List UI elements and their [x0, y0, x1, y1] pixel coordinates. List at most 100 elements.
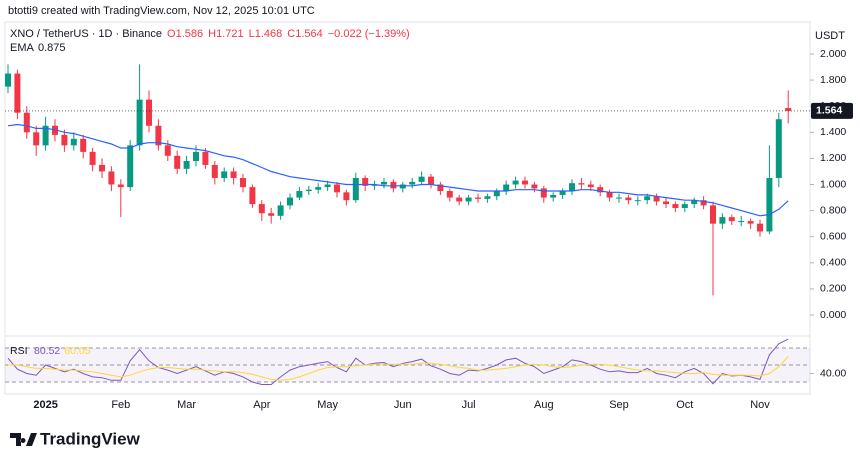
y-tick-label: 40.00: [820, 367, 846, 379]
brand-logo: [10, 433, 37, 446]
candle-body: [334, 184, 340, 193]
candle-body: [437, 184, 444, 192]
candle-body: [597, 187, 604, 193]
candle-body: [362, 177, 369, 186]
candle-body: [108, 171, 115, 185]
candle-body: [710, 205, 716, 224]
last-price-label: 1.564: [816, 105, 842, 117]
candle-body: [52, 125, 58, 135]
candle-body: [14, 73, 21, 113]
x-tick-label: Apr: [253, 399, 270, 411]
candle-body: [747, 221, 754, 224]
y-tick-label: 0.600: [820, 230, 846, 242]
y-tick-label: 2.000: [820, 48, 846, 60]
candle-body: [5, 73, 11, 87]
last-price-box: [811, 102, 853, 119]
candle-body: [775, 119, 782, 178]
legend-ema-value: 0.875: [38, 42, 66, 54]
candle-body: [644, 196, 651, 201]
candle-body: [625, 197, 632, 201]
candle-body: [164, 145, 171, 156]
candle-body: [766, 177, 773, 232]
legend-symbol: XNO / TetherUS · 1D · Binance: [10, 28, 162, 40]
y-tick-label: 1.400: [820, 126, 846, 138]
candle-body: [691, 200, 698, 205]
candle-body: [61, 134, 68, 146]
y-tick-label: 0.000: [820, 309, 846, 321]
candle-body: [23, 112, 30, 133]
candle-body: [493, 191, 500, 197]
candle-body: [531, 184, 538, 189]
candle-body: [672, 204, 679, 208]
legend-rsi-value: 80.52: [34, 345, 60, 357]
candle-body: [559, 191, 566, 195]
candle-body: [146, 99, 152, 126]
legend-rsi-value: 60.05: [64, 345, 90, 357]
candle-body: [258, 204, 265, 214]
candle-body: [757, 223, 763, 232]
legend-low: L1.468: [249, 28, 283, 40]
candle-body: [240, 177, 246, 188]
legend-high: H1.721: [208, 28, 243, 40]
y-tick-label: 0.400: [820, 257, 846, 269]
candle-body: [99, 164, 105, 172]
candle-body: [475, 197, 481, 199]
x-tick-label: Sep: [609, 399, 629, 411]
candle-body: [606, 192, 613, 198]
candle-body: [418, 176, 425, 182]
y-tick-label: 1.800: [820, 74, 846, 86]
candle-body: [277, 205, 284, 216]
legend-change: −0.022 (−1.39%): [328, 28, 410, 40]
candle-body: [653, 196, 660, 202]
candle-body: [371, 184, 378, 186]
candle-body: [305, 189, 312, 192]
x-tick-label: Nov: [750, 399, 770, 411]
x-tick-label: Aug: [534, 399, 554, 411]
candle-body: [230, 171, 237, 178]
candle-body: [512, 180, 519, 185]
candle-body: [399, 184, 406, 189]
candle-body: [352, 177, 359, 201]
candle-body: [409, 181, 416, 185]
candle-body: [578, 183, 585, 185]
candle-body: [33, 132, 40, 146]
candle-body: [456, 197, 463, 202]
candle-body: [550, 194, 557, 198]
x-tick-label: Jul: [462, 399, 476, 411]
axis-unit: USDT: [815, 30, 845, 42]
rsi-line: [8, 356, 789, 381]
ema-line: [7, 123, 789, 217]
legend-close: C1.564: [287, 28, 322, 40]
candle-body: [183, 161, 190, 169]
candle-body: [117, 184, 124, 188]
candle-body: [700, 200, 707, 206]
candle-body: [540, 188, 547, 198]
candle-body: [211, 164, 218, 178]
candle-body: [719, 217, 726, 224]
candle-body: [465, 197, 472, 202]
candle-body: [221, 171, 228, 178]
candle-body: [390, 181, 397, 189]
x-tick-label: Jun: [394, 399, 412, 411]
candle-body: [174, 155, 181, 169]
candle-body: [287, 197, 293, 206]
candle-body: [634, 200, 641, 202]
candle-body: [89, 151, 96, 165]
candle-body: [616, 197, 622, 199]
candle-body: [42, 125, 49, 146]
candles: [5, 64, 792, 296]
candle-body: [155, 125, 162, 146]
candle-body: [446, 191, 453, 198]
y-tick-label: 1.200: [820, 152, 846, 164]
y-tick-label: 0.800: [820, 204, 846, 216]
x-tick-label: Mar: [177, 399, 196, 411]
candle-body: [249, 187, 256, 205]
candle-body: [193, 151, 199, 162]
legend-open: O1.586: [167, 28, 203, 40]
y-tick-label: 0.200: [820, 283, 846, 295]
candle-body: [296, 191, 303, 198]
brand: TradingView: [40, 429, 141, 448]
candle-body: [785, 108, 792, 111]
